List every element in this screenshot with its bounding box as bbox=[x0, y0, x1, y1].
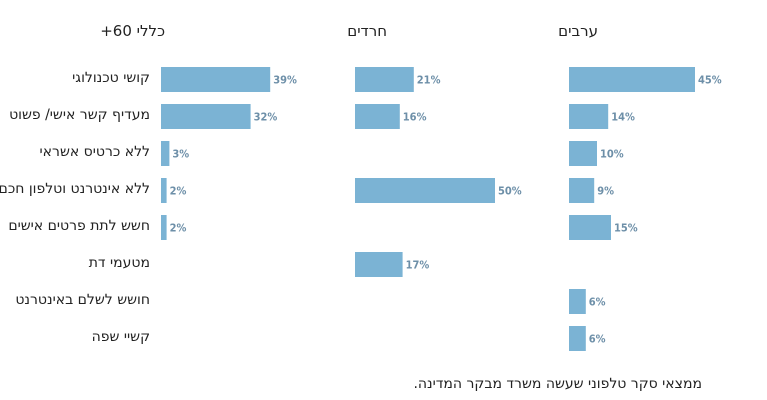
bar-1-1 bbox=[355, 104, 400, 129]
category-label-0: קושי טכנולוגי bbox=[72, 70, 150, 86]
value-label-0-3: 2% bbox=[170, 185, 187, 198]
bar-2-4 bbox=[569, 215, 611, 240]
bar-0-0 bbox=[161, 67, 271, 92]
bar-1-5 bbox=[355, 252, 403, 277]
value-label-0-2: 3% bbox=[172, 148, 189, 161]
value-label-0-4: 2% bbox=[170, 222, 187, 235]
value-label-2-1: 14% bbox=[611, 111, 635, 124]
value-label-2-0: 45% bbox=[698, 74, 722, 87]
value-label-0-0: 39% bbox=[273, 74, 297, 87]
bar-2-2 bbox=[569, 141, 597, 166]
bar-0-2 bbox=[161, 141, 170, 166]
group-title-2: ערבים bbox=[558, 22, 598, 40]
group-title-0: כללי 60+ bbox=[100, 22, 165, 40]
bar-2-0 bbox=[569, 67, 695, 92]
value-label-2-3: 9% bbox=[597, 185, 614, 198]
value-label-2-2: 10% bbox=[600, 148, 624, 161]
value-label-1-3: 50% bbox=[498, 185, 522, 198]
category-label-4: חשש לתת פרטים אישים bbox=[8, 218, 150, 234]
value-label-2-4: 15% bbox=[614, 222, 638, 235]
group-title-1: חרדים bbox=[347, 22, 387, 40]
value-label-1-5: 17% bbox=[406, 259, 430, 272]
bar-2-3 bbox=[569, 178, 595, 203]
bar-1-3 bbox=[355, 178, 495, 203]
value-label-1-1: 16% bbox=[403, 111, 427, 124]
bar-2-6 bbox=[569, 289, 586, 314]
category-label-6: חושש לשלם באינטרנט bbox=[15, 292, 150, 308]
category-label-5: מטעמי דת bbox=[88, 255, 150, 271]
category-label-3: ללא אינטרנט וטלפון חכם bbox=[0, 181, 150, 197]
footnote: ממצאי סקר טלפוני שעשה משרד מבקר המדינה. bbox=[413, 376, 702, 392]
category-label-2: ללא כרטיס אשראי bbox=[39, 144, 150, 160]
bar-2-1 bbox=[569, 104, 609, 129]
category-label-7: קשיי שפה bbox=[91, 329, 150, 345]
value-label-2-6: 6% bbox=[589, 296, 606, 309]
category-label-1: מעדיף קשר אישי/ פשוט bbox=[9, 107, 150, 123]
bar-1-0 bbox=[355, 67, 414, 92]
bar-0-1 bbox=[161, 104, 251, 129]
value-label-0-1: 32% bbox=[254, 111, 278, 124]
value-label-2-7: 6% bbox=[589, 333, 606, 346]
value-label-1-0: 21% bbox=[417, 74, 441, 87]
bar-0-4 bbox=[161, 215, 167, 240]
bar-2-7 bbox=[569, 326, 586, 351]
bar-0-3 bbox=[161, 178, 167, 203]
